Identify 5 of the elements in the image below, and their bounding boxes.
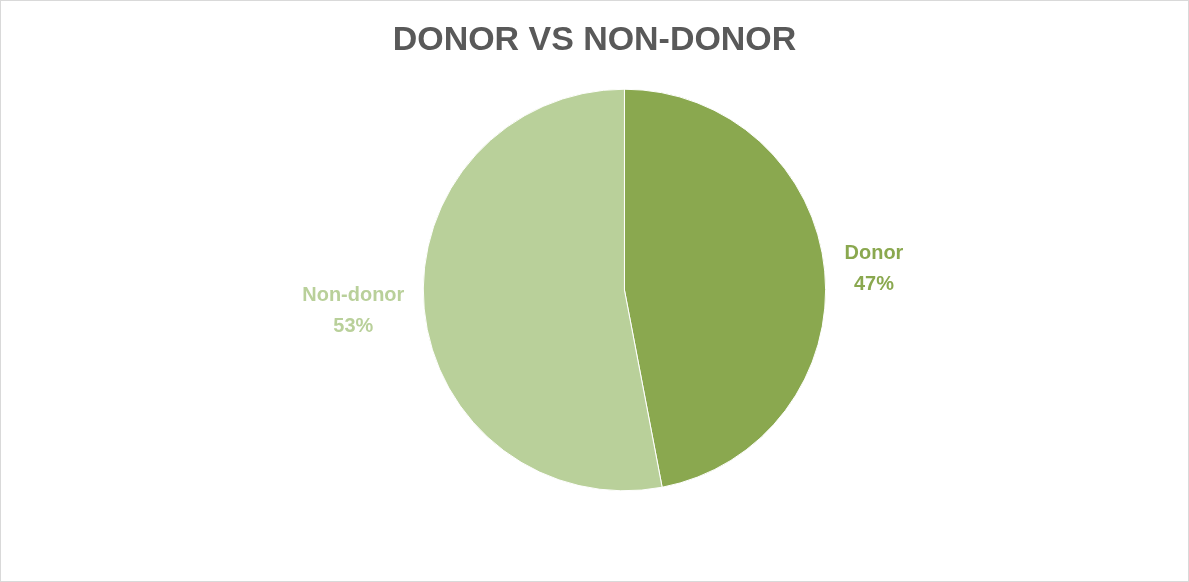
slice-label: Non-donor [302, 282, 405, 305]
slice-label: Donor [844, 241, 904, 264]
data-label: 47% [854, 272, 895, 295]
data-label: 53% [333, 313, 374, 336]
chart-title: DONOR VS NON-DONOR [392, 19, 797, 58]
